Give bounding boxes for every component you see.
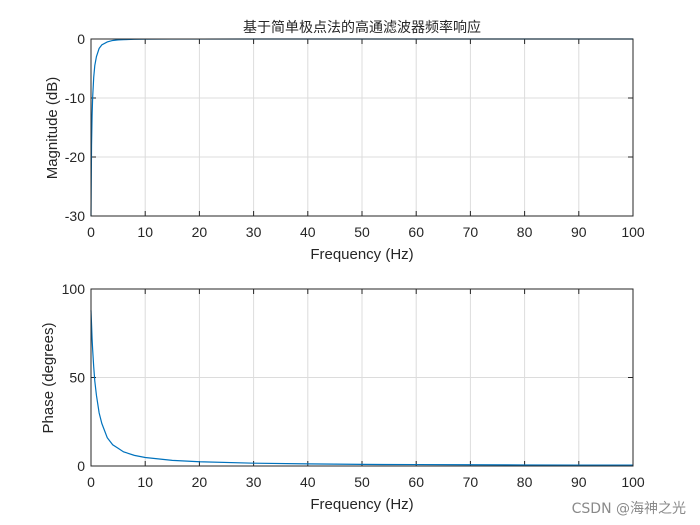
phase-xtick-label: 90 [571,474,587,490]
magnitude-ylabel: Magnitude (dB) [44,77,61,180]
magnitude-xtick-label: 70 [463,224,479,240]
magnitude-ytick-label: -20 [65,149,85,165]
chart-title: 基于简单极点法的高通滤波器频率响应 [243,19,481,36]
phase-plot: 0 10 20 30 40 50 60 70 80 90 100 100 50 0 [62,281,645,490]
magnitude-ytick-label: 0 [77,31,85,47]
phase-xtick-label: 40 [300,474,316,490]
magnitude-xtick-label: 60 [408,224,424,240]
magnitude-ytick-label: -10 [65,90,85,106]
magnitude-xlabel: Frequency (Hz) [310,246,413,263]
magnitude-xtick-label: 10 [137,224,153,240]
phase-xlabel: Frequency (Hz) [310,496,413,513]
magnitude-xtick-label: 100 [621,224,645,240]
phase-axes-frame [90,288,634,467]
magnitude-ytick-label: -30 [65,208,85,224]
phase-ylabel: Phase (degrees) [40,323,57,434]
magnitude-xtick-label: 50 [354,224,370,240]
phase-xtick-label: 50 [354,474,370,490]
magnitude-axes-frame [90,38,634,217]
phase-ytick-label: 100 [62,281,86,297]
magnitude-xtick-label: 80 [517,224,533,240]
phase-xtick-label: 60 [408,474,424,490]
magnitude-xtick-label: 0 [87,224,95,240]
phase-xtick-label: 70 [463,474,479,490]
phase-series-line [90,310,633,466]
magnitude-plot: 0 10 20 30 40 50 60 70 80 90 100 0 -10 -20 -30 [65,31,645,240]
magnitude-xtick-label: 30 [246,224,262,240]
phase-xtick-label: 30 [246,474,262,490]
phase-xtick-label: 10 [137,474,153,490]
phase-xtick-label: 80 [517,474,533,490]
magnitude-xtick-label: 20 [192,224,208,240]
magnitude-xtick-label: 40 [300,224,316,240]
phase-xtick-label: 100 [621,474,645,490]
phase-ytick-label: 0 [77,458,85,474]
phase-xtick-label: 0 [87,474,95,490]
watermark: CSDN @海神之光 [572,501,686,517]
magnitude-xtick-label: 90 [571,224,587,240]
phase-xtick-label: 20 [192,474,208,490]
phase-ytick-label: 50 [69,370,85,386]
